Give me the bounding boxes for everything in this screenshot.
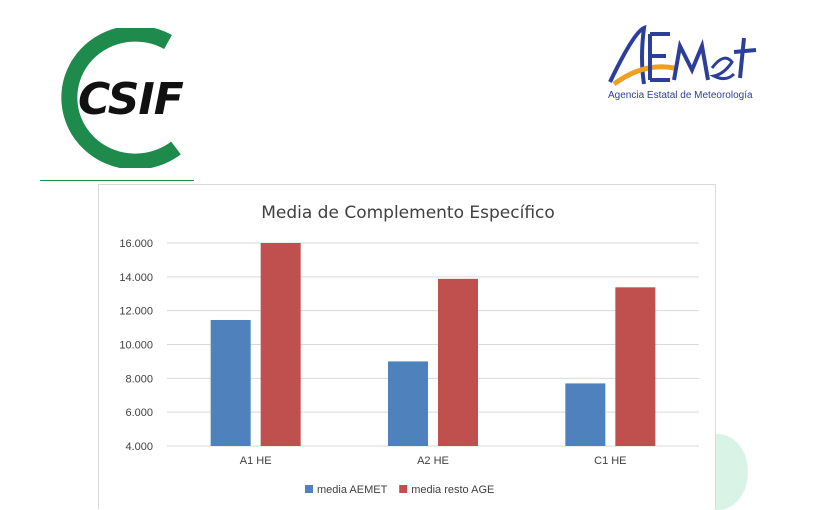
x-axis-categories: A1 HE A2 HE C1 HE — [240, 455, 627, 467]
aemet-subtitle: Agencia Estatal de Meteorología — [608, 90, 753, 101]
aemet-logo: Agencia Estatal de Meteorología — [608, 24, 757, 101]
bar-aemet — [388, 361, 428, 446]
y-tick-label: 16.000 — [119, 238, 153, 250]
gridlines — [167, 242, 699, 447]
y-tick-label: 6.000 — [125, 407, 153, 419]
y-axis-ticks: 4.000 6.000 8.000 10.000 12.000 14.000 16.000 — [119, 238, 153, 453]
legend-label: media resto AGE — [411, 484, 494, 496]
bar-aemet — [565, 383, 606, 446]
bar-chart: Media de Complemento Específico 4.000 6.0… — [119, 203, 699, 496]
legend-swatch — [305, 485, 313, 493]
legend-swatch — [399, 485, 408, 493]
x-category-label: A2 HE — [417, 455, 449, 467]
x-category-label: A1 HE — [240, 455, 272, 467]
svg-text:CSIF: CSIF — [78, 74, 184, 125]
legend-label: media AEMET — [317, 484, 388, 496]
legend: media AEMET media resto AGE — [305, 484, 494, 496]
chart-title: Media de Complemento Específico — [261, 203, 555, 223]
bar-resto-age — [438, 278, 478, 446]
y-tick-label: 8.000 — [125, 373, 153, 385]
x-category-label: C1 HE — [594, 455, 626, 467]
logo-divider — [40, 180, 194, 181]
bars — [210, 243, 656, 446]
y-tick-label: 4.000 — [125, 441, 153, 453]
bar-aemet — [210, 319, 251, 446]
csif-logo: CSIF — [61, 28, 185, 168]
bar-resto-age — [615, 287, 656, 446]
bar-resto-age — [260, 243, 301, 446]
y-tick-label: 14.000 — [119, 272, 153, 284]
y-tick-label: 10.000 — [119, 340, 153, 352]
y-tick-label: 12.000 — [119, 306, 153, 318]
chart-panel: Media de Complemento Específico 4.000 6.0… — [98, 184, 716, 509]
